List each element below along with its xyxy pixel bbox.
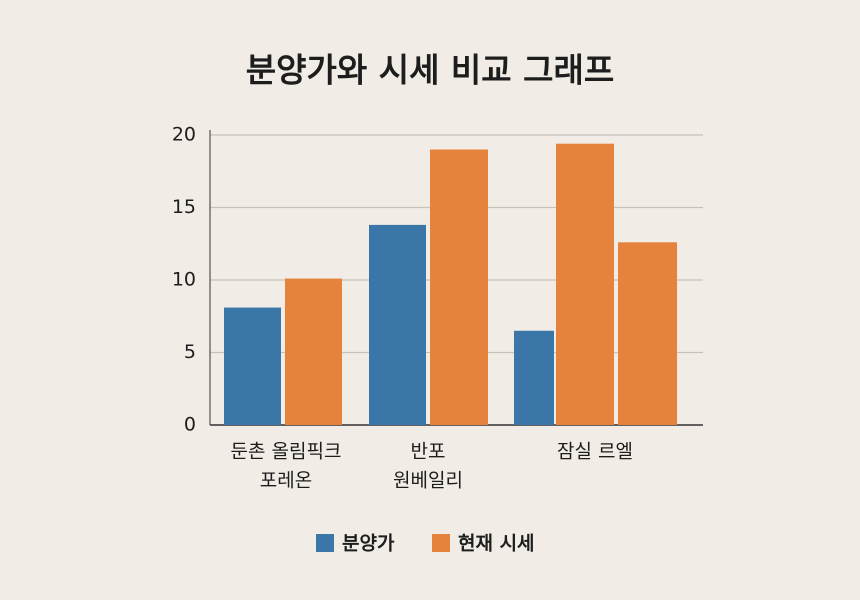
x-tick-label: 원베일리: [393, 470, 463, 492]
y-tick-label: 5: [184, 341, 196, 363]
x-tick-label: 포레온: [260, 470, 312, 492]
bar: [556, 143, 614, 425]
legend-label: 분양가: [342, 533, 395, 555]
bar: [369, 224, 426, 425]
x-tick-label: 잠실 르엘: [557, 441, 633, 463]
x-tick-label: 둔촌 올림픽크: [231, 441, 342, 463]
x-tick-label: 반포: [411, 441, 446, 463]
y-tick-label: 0: [184, 414, 196, 436]
bar: [285, 278, 342, 425]
bar: [224, 307, 281, 425]
y-tick-label: 10: [172, 269, 196, 291]
y-tick-label: 15: [172, 196, 196, 218]
bar: [430, 149, 488, 425]
legend-swatch: [316, 534, 334, 552]
bar: [618, 242, 677, 425]
bar: [514, 330, 554, 425]
y-tick-label: 20: [172, 124, 196, 146]
legend-label: 현재 시세: [458, 533, 535, 555]
chart-title: 분양가와 시세 비교 그래프: [246, 51, 614, 90]
legend-swatch: [432, 534, 450, 552]
